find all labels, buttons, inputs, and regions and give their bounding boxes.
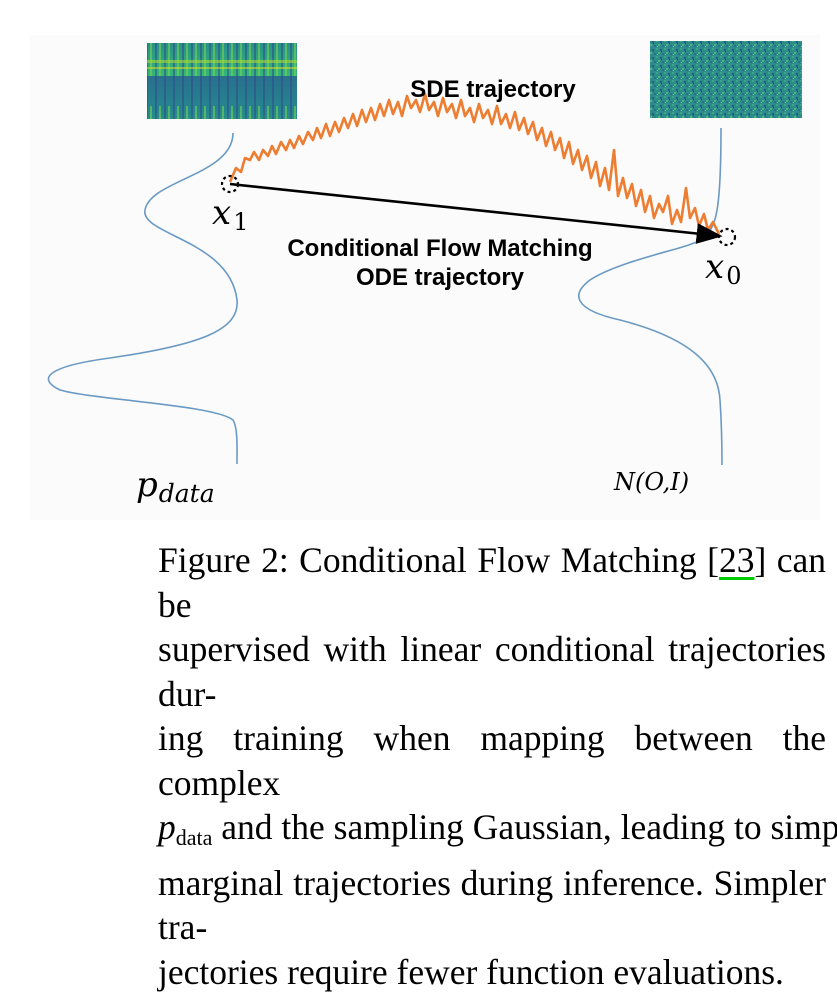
caption-line-4: pdata and the sampling Gaussian, leading… [158, 805, 826, 861]
caption-line-3: ing training when mapping between the co… [158, 716, 826, 805]
caption-line-6: jectories require fewer function evaluat… [158, 950, 826, 994]
pdata-symbol: p [158, 807, 176, 847]
pdata-subscript: data [176, 825, 213, 850]
sde-label: SDE trajectory [410, 76, 576, 103]
ode-label-line1: Conditional Flow Matching [287, 235, 592, 262]
mel-spectrogram-image [147, 43, 297, 119]
noise-distribution-label: N(O,I) [613, 468, 689, 496]
figure-caption: Figure 2: Conditional Flow Matching [23]… [158, 538, 826, 994]
citation-link[interactable]: 23 [719, 540, 755, 580]
caption-text: and the sampling Gaussian, leading to si… [212, 807, 837, 847]
caption-text: Figure 2: Conditional Flow Matching [ [158, 540, 719, 580]
caption-line-1: Figure 2: Conditional Flow Matching [23]… [158, 538, 826, 627]
caption-line-5: marginal trajectories during inference. … [158, 861, 826, 950]
ode-label-line2: ODE trajectory [356, 264, 525, 291]
gaussian-noise-image [650, 41, 802, 118]
figure-diagram: SDE trajectory Conditional Flow Matching… [0, 0, 837, 525]
caption-line-2: supervised with linear conditional traje… [158, 627, 826, 716]
figure-canvas: SDE trajectory Conditional Flow Matching… [0, 0, 837, 525]
